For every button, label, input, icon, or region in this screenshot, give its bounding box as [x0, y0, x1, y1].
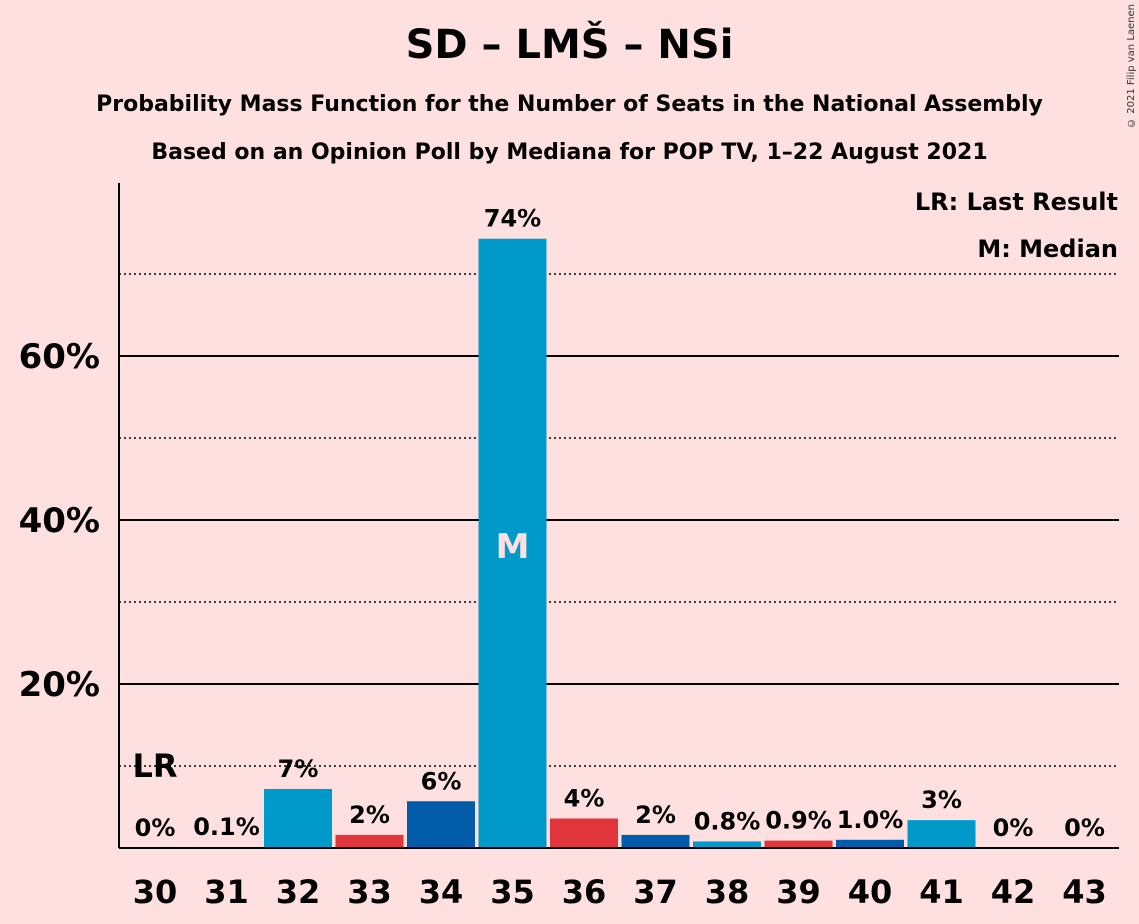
median-marker: M — [496, 527, 530, 567]
legend-median: M: Median — [977, 235, 1118, 263]
bar — [621, 834, 690, 848]
data-label: 74% — [484, 205, 541, 233]
x-tick-label: 42 — [991, 873, 1036, 911]
bar — [907, 820, 976, 848]
bar — [264, 788, 332, 848]
bar — [764, 840, 833, 848]
data-label: 2% — [635, 801, 676, 829]
bar — [550, 818, 618, 848]
grid-lines: 20% 40% 60% — [19, 273, 1119, 767]
y-tick-label: 20% — [19, 665, 100, 705]
value-labels: 30 0% 31 0.1% 32 7% 33 2% 34 6% 35 74% 36 4% 37 2% 38 0.8… — [132, 205, 1106, 911]
chart-source: Based on an Opinion Poll by Mediana for … — [151, 140, 988, 165]
data-label: 6% — [421, 767, 462, 795]
data-label: 0.1% — [193, 813, 260, 841]
x-tick-label: 43 — [1062, 873, 1107, 911]
x-tick-label: 40 — [848, 873, 893, 911]
x-tick-label: 32 — [276, 873, 321, 911]
bar — [335, 834, 404, 848]
data-label: 0.9% — [765, 807, 832, 835]
x-tick-label: 31 — [204, 873, 249, 911]
data-label: 0% — [135, 814, 176, 842]
x-tick-label: 36 — [562, 873, 607, 911]
x-tick-label: 35 — [490, 873, 535, 911]
x-tick-label: 41 — [919, 873, 964, 911]
data-label: 0% — [993, 814, 1034, 842]
data-label: 0.8% — [694, 807, 761, 835]
x-tick-label: 34 — [419, 873, 464, 911]
data-label: 2% — [349, 801, 390, 829]
bar — [407, 801, 475, 848]
y-tick-label: 60% — [19, 337, 100, 377]
x-tick-label: 39 — [776, 873, 821, 911]
bars — [192, 238, 976, 849]
x-tick-label: 37 — [633, 873, 678, 911]
data-label: 4% — [564, 784, 605, 812]
last-result-marker: LR — [132, 747, 177, 785]
legend-last-result: LR: Last Result — [915, 188, 1118, 216]
data-label: 3% — [921, 786, 962, 814]
chart-subtitle: Probability Mass Function for the Number… — [96, 92, 1043, 117]
x-tick-label: 30 — [133, 873, 178, 911]
x-tick-label: 38 — [705, 873, 750, 911]
data-label: 0% — [1064, 814, 1105, 842]
data-label: 7% — [278, 755, 319, 783]
bar — [478, 238, 547, 849]
chart-title: SD – LMŠ – NSi — [405, 22, 734, 68]
bar — [836, 839, 904, 848]
data-label: 1.0% — [837, 806, 904, 834]
y-tick-label: 40% — [19, 501, 100, 541]
x-tick-label: 33 — [347, 873, 392, 911]
bar — [693, 841, 761, 848]
